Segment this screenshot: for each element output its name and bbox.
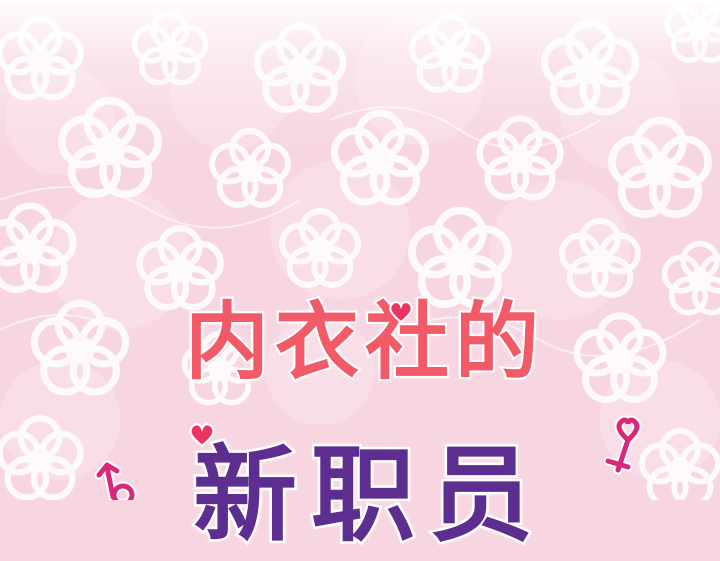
title-line-2: 新职员 [190,432,547,559]
heart-icon [189,423,215,448]
heart-icon [389,301,413,324]
floral-lace-background [0,0,720,500]
title-line-1: 内衣社的 [183,291,545,393]
female-symbol-icon [603,415,642,475]
male-symbol-icon [94,460,137,500]
